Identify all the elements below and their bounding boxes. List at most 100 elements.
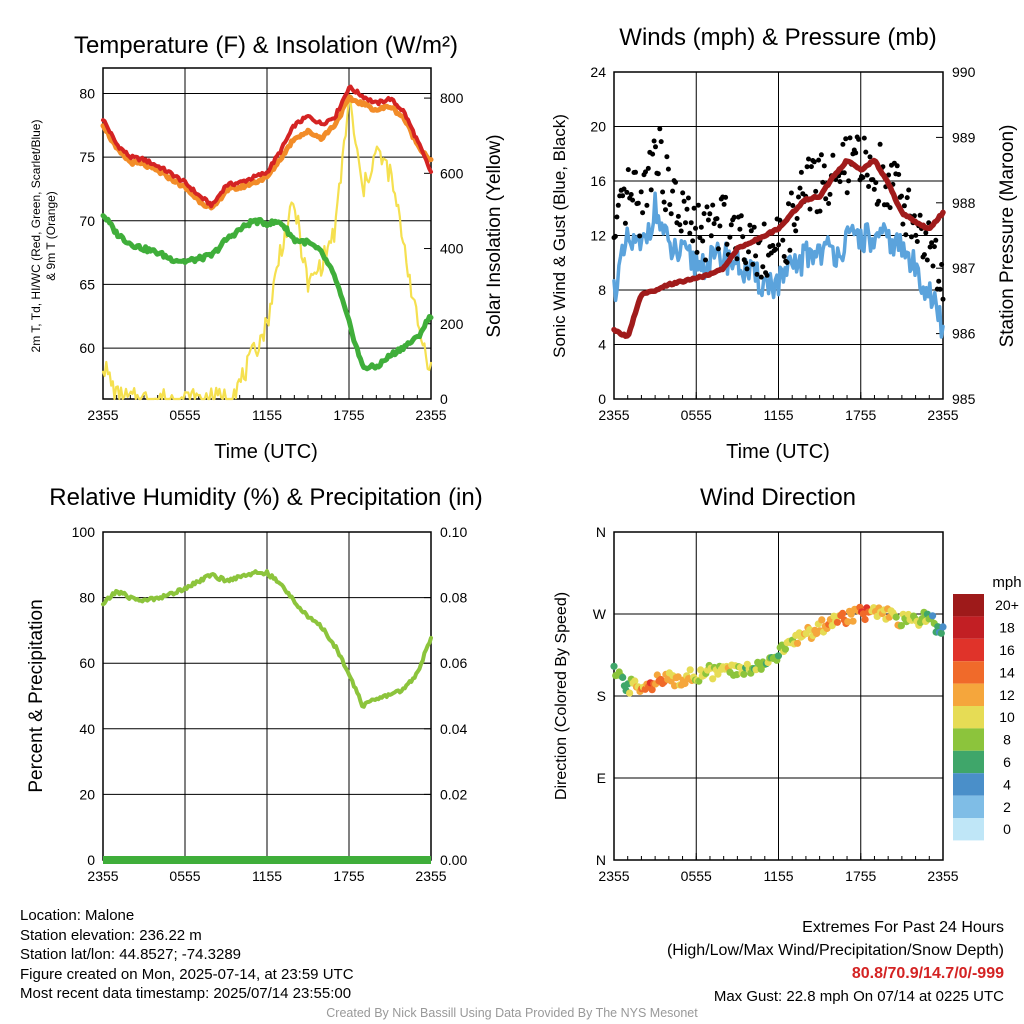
gust-point	[638, 189, 644, 195]
direction-ylabel: Direction (Colored By Speed)	[553, 592, 570, 800]
gust-point	[751, 224, 757, 230]
gust-point	[939, 262, 945, 267]
extremes-values: 80.8/70.9/14.7/0/-999	[851, 965, 1004, 982]
rh-ytick-label: 0	[87, 852, 95, 868]
temp-2m-line	[101, 84, 433, 209]
rh-ytick-label: 80	[79, 590, 95, 606]
direction-point	[937, 629, 945, 637]
temp-y2tick-label: 600	[440, 165, 464, 181]
gust-point	[695, 202, 701, 208]
legend-label: 2	[1003, 799, 1011, 815]
gust-point	[664, 154, 670, 160]
gust-point	[630, 197, 636, 203]
direction-point	[793, 639, 802, 647]
humidity-title: Relative Humidity (%) & Precipitation (i…	[49, 484, 482, 511]
direction-point	[619, 673, 627, 682]
gust-point	[844, 190, 850, 196]
temperature-ylabel-line2: & 9m T (Orange)	[44, 191, 58, 281]
gust-point	[929, 240, 935, 246]
winds-ylabel: Sonic Wind & Gust (Blue, Black)	[550, 114, 569, 358]
temperature-title: Temperature (F) & Insolation (W/m²)	[74, 32, 458, 59]
dir-xtick-label: 1755	[845, 868, 876, 884]
station-info: Location: Malone Station elevation: 236.…	[20, 906, 354, 1004]
direction-point	[818, 616, 826, 624]
rh-line	[101, 569, 433, 709]
legend-label: 12	[999, 687, 1015, 703]
direction-point	[686, 666, 694, 674]
station-elevation: Station elevation: 236.22 m	[20, 926, 202, 944]
winds-y2tick-label: 986	[952, 326, 976, 342]
temperature-xlabel: Time (UTC)	[214, 441, 318, 463]
temp-y2tick-label: 200	[440, 316, 464, 332]
winds-xlabel: Time (UTC)	[726, 441, 830, 463]
gust-point	[846, 178, 852, 184]
legend-swatch	[953, 728, 984, 751]
gust-point	[668, 211, 674, 217]
gust-point	[704, 204, 710, 210]
extremes-title: Extremes For Past 24 Hours	[802, 919, 1004, 936]
gust-point	[817, 208, 823, 214]
gust-point	[723, 194, 729, 200]
direction-point	[697, 666, 705, 674]
gust-point	[700, 238, 706, 244]
gust-point	[753, 253, 759, 259]
winds-ytick-label: 20	[590, 119, 606, 135]
gust-point	[811, 159, 817, 165]
legend-swatch	[953, 594, 984, 617]
gust-point	[640, 210, 646, 216]
gust-point	[770, 243, 776, 248]
gust-point	[728, 222, 734, 228]
station-location: Location: Malone	[20, 907, 135, 924]
direction-point	[939, 623, 947, 631]
winds-ytick-label: 12	[590, 228, 606, 244]
gust-point	[663, 207, 668, 213]
dir-ytick-label: E	[597, 770, 606, 786]
gust-point	[685, 195, 691, 201]
extremes-subtitle: (High/Low/Max Wind/Precipitation/Snow De…	[666, 942, 1004, 959]
gust-point	[727, 234, 733, 240]
gust-point	[614, 214, 620, 220]
gust-point	[655, 171, 661, 177]
gust-point	[620, 193, 626, 199]
gust-point	[856, 136, 862, 142]
pressure-line	[611, 157, 946, 339]
gust-point	[930, 263, 936, 269]
dir-ytick-label: S	[597, 688, 606, 704]
gust-point	[670, 188, 676, 194]
gust-point	[673, 179, 678, 185]
direction-point	[861, 615, 869, 624]
gust-point	[667, 202, 673, 208]
gust-point	[691, 205, 697, 211]
legend-swatch	[953, 683, 984, 706]
temp-y2tick-label: 400	[440, 241, 464, 257]
station-latlon: Station lat/lon: 44.8527; -74.3289	[20, 946, 242, 963]
dir-xtick-label: 0555	[681, 868, 712, 884]
direction-point	[929, 612, 937, 620]
gust-point	[900, 221, 906, 227]
gust-point	[784, 260, 790, 265]
gust-point	[823, 196, 829, 202]
gust-point	[894, 163, 900, 169]
gust-point	[804, 164, 810, 170]
gust-point	[820, 179, 826, 185]
rh-y2tick-label: 0.02	[440, 786, 467, 802]
gust-point	[687, 230, 693, 236]
gust-point	[830, 152, 836, 158]
direction-point	[674, 673, 682, 681]
direction-title: Wind Direction	[700, 484, 856, 511]
gust-point	[698, 224, 704, 230]
winds-xtick-label: 0555	[681, 407, 712, 423]
gust-point	[658, 139, 664, 145]
temp-xtick-label: 2355	[415, 407, 446, 423]
legend-swatch	[953, 818, 984, 841]
gust-point	[683, 220, 688, 226]
gust-point	[860, 175, 866, 180]
gust-point	[684, 206, 690, 212]
legend-label: 4	[1003, 776, 1011, 792]
legend-swatch	[953, 773, 984, 796]
rh-ytick-label: 60	[79, 655, 95, 671]
gust-point	[909, 234, 914, 240]
credit-line: Created By Nick Bassill Using Data Provi…	[326, 1006, 698, 1020]
figure-created: Figure created on Mon, 2025-07-14, at 23…	[20, 965, 354, 983]
gust-point	[645, 165, 651, 171]
